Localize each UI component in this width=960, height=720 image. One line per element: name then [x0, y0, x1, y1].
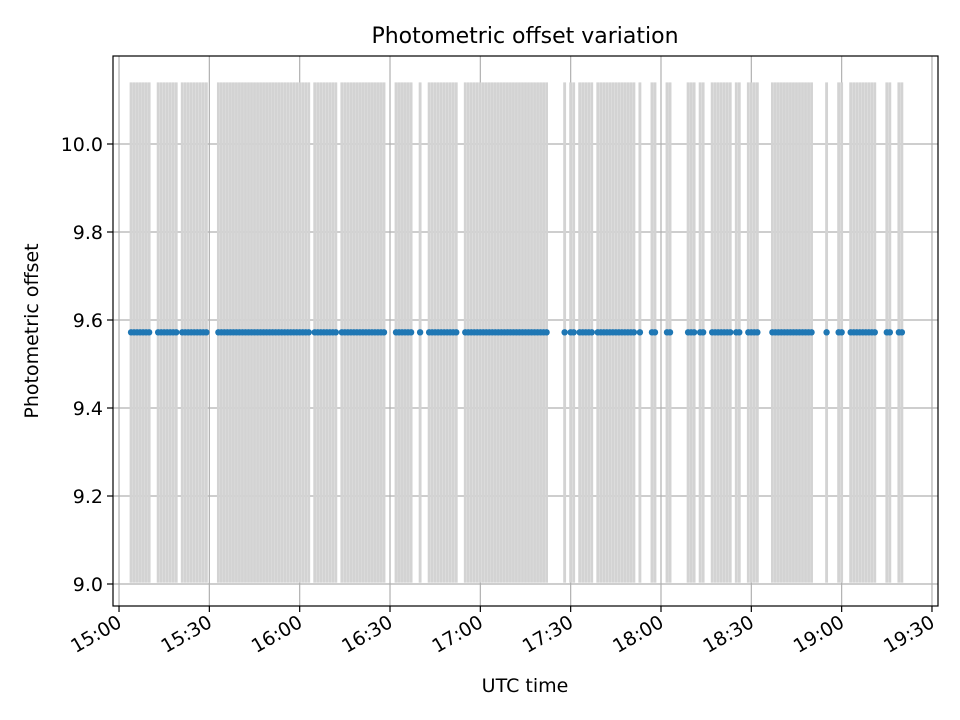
data-point	[453, 329, 460, 336]
data-point	[690, 329, 698, 336]
data-point	[886, 329, 894, 336]
y-tick-label: 10.0	[61, 134, 103, 156]
data-point	[203, 329, 210, 336]
y-tick-label: 9.4	[73, 398, 103, 420]
data-point	[588, 329, 595, 336]
data-point	[407, 329, 415, 336]
x-tick-label: 18:30	[699, 611, 757, 657]
data-point	[543, 329, 550, 336]
y-tick-label: 9.6	[73, 310, 103, 332]
data-point	[332, 329, 340, 336]
data-point	[808, 329, 815, 336]
y-axis-ticks: 9.0 9.2 9.4 9.6 9.8 10.0	[61, 134, 113, 596]
data-points	[127, 329, 906, 336]
data-point	[570, 329, 577, 336]
data-point	[823, 329, 830, 336]
data-point	[898, 329, 906, 336]
data-point	[173, 329, 180, 336]
data-point	[754, 329, 761, 336]
x-tick-label: 17:00	[428, 611, 486, 657]
y-axis-label: Photometric offset	[21, 243, 43, 418]
plot-frame	[112, 55, 939, 607]
data-point	[305, 329, 312, 336]
data-point	[630, 329, 638, 336]
x-axis-label: UTC time	[482, 675, 569, 697]
data-point	[666, 329, 674, 336]
x-tick-label: 18:00	[609, 611, 667, 657]
chart-title: Photometric offset variation	[371, 24, 678, 49]
x-tick-label: 15:00	[67, 611, 125, 657]
data-point	[145, 329, 153, 336]
data-point	[727, 329, 734, 336]
x-tick-label: 17:30	[519, 611, 577, 657]
y-tick-label: 9.2	[73, 486, 103, 508]
data-point	[651, 329, 659, 336]
x-tick-label: 16:30	[338, 611, 396, 657]
y-tick-label: 9.8	[73, 222, 103, 244]
data-point	[416, 329, 424, 336]
data-point	[838, 329, 845, 336]
x-axis-ticks: 15:00 15:30 16:00 16:30 17:00 17:30 18:00 18:30…	[67, 606, 938, 658]
data-point	[561, 329, 568, 336]
x-tick-label: 15:30	[157, 611, 215, 657]
data-point	[636, 329, 644, 336]
x-tick-label: 16:00	[248, 611, 306, 657]
data-point	[380, 329, 388, 336]
y-tick-label: 9.0	[73, 574, 103, 596]
data-point	[699, 329, 707, 336]
x-tick-label: 19:30	[880, 611, 938, 657]
data-point	[736, 329, 743, 336]
data-point	[871, 329, 878, 336]
x-tick-label: 19:00	[790, 611, 848, 657]
